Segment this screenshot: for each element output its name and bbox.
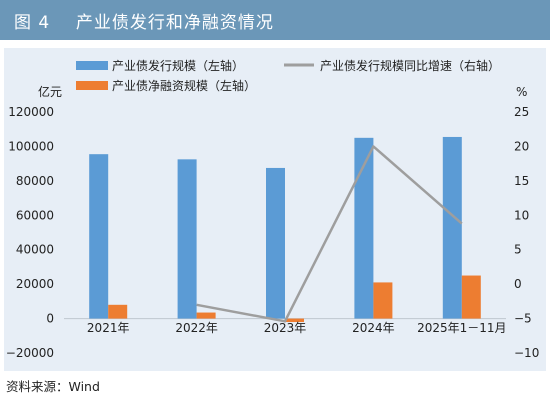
right-tick-label: 20 <box>514 139 529 153</box>
left-axis-unit: 亿元 <box>38 84 62 99</box>
bar-1-3 <box>373 282 393 319</box>
legend-label-0: 产业债发行规模（左轴） <box>112 58 244 73</box>
left-tick-label: 0 <box>46 312 54 326</box>
right-tick-label: 5 <box>514 243 522 257</box>
left-tick-label: 100000 <box>8 139 54 153</box>
bar-0-1 <box>177 159 197 319</box>
left-tick-label: −20000 <box>6 346 54 360</box>
bar-0-2 <box>266 167 285 319</box>
figure-header: 图 4 产业债发行和净融资情况 <box>0 0 550 40</box>
x-tick-label: 2025年1－11月 <box>417 321 506 335</box>
x-tick-label: 2024年 <box>352 321 395 335</box>
legend-swatch-0 <box>76 61 108 70</box>
bar-0-0 <box>89 154 109 319</box>
right-tick-label: −5 <box>514 312 532 326</box>
left-tick-label: 120000 <box>8 105 54 119</box>
x-tick-label: 2023年 <box>264 321 307 335</box>
legend-label-1: 产业债净融资规模（左轴） <box>112 78 256 93</box>
bar-0-4 <box>442 136 462 319</box>
left-tick-label: 80000 <box>16 174 54 188</box>
left-tick-label: 60000 <box>16 208 54 222</box>
legend-swatch-1 <box>76 81 108 90</box>
right-axis-unit: % <box>516 85 527 99</box>
chart: 亿元 % 120000 100000 80000 60000 40000 20000 0 −200… <box>6 58 540 360</box>
source-note: 资料来源：Wind <box>6 379 100 394</box>
bar-1-2 <box>285 318 304 323</box>
bar-1-1 <box>196 312 216 319</box>
right-tick-label: −10 <box>514 346 539 360</box>
bar-1-4 <box>461 275 481 319</box>
left-tick-label: 40000 <box>16 243 54 257</box>
series-line-2 <box>196 145 463 323</box>
bar-1-0 <box>108 304 128 319</box>
chart-panel: 亿元% 120000 100000 80000 60000 40000 20000 0 −200… <box>4 48 546 371</box>
right-tick-label: 0 <box>514 277 522 291</box>
bar-0-3 <box>354 137 374 319</box>
figure-title: 图 4 产业债发行和净融资情况 <box>14 13 274 33</box>
x-tick-label: 2021年 <box>87 321 130 335</box>
right-tick-label: 25 <box>514 105 529 119</box>
right-tick-label: 10 <box>514 208 529 222</box>
x-tick-label: 2022年 <box>175 321 218 335</box>
right-tick-label: 15 <box>514 174 529 188</box>
left-tick-label: 20000 <box>16 277 54 291</box>
legend-label-2: 产业债发行规模同比增速（右轴） <box>320 58 500 73</box>
